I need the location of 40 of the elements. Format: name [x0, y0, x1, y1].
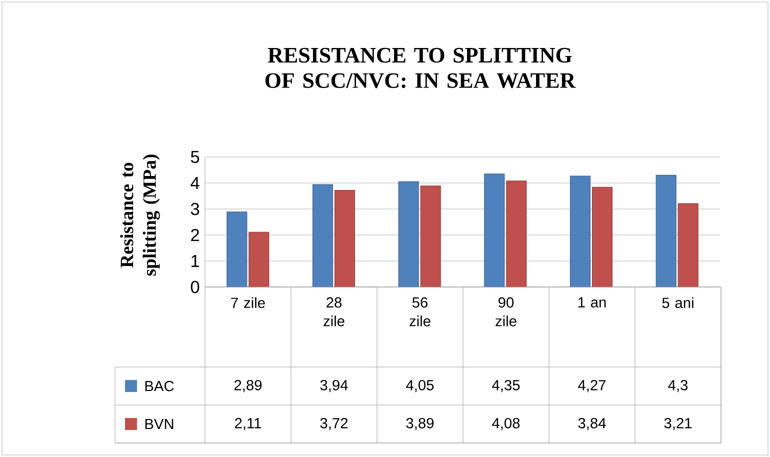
- data-label: 2,89: [234, 380, 262, 392]
- data-label: 3,89: [406, 418, 434, 430]
- legend-label: BVN: [145, 418, 174, 430]
- y-axis-title: Resistance to splitting (MPa): [120, 154, 160, 276]
- x-tick-label: 90 zile: [496, 297, 516, 326]
- bar: [484, 174, 505, 288]
- bar: [312, 184, 334, 288]
- bar: [678, 203, 698, 288]
- y-tick-label: 3: [190, 202, 200, 216]
- data-label: 3,84: [578, 418, 606, 430]
- bar: [592, 186, 613, 288]
- x-tick-label: 5 ani: [662, 297, 694, 308]
- bar: [226, 212, 248, 288]
- bar: [334, 190, 356, 288]
- y-tick-label: 0: [190, 280, 200, 294]
- y-tick-label: 4: [190, 177, 200, 189]
- chart-title: RESISTANCE TO SPLITTING OF SCC/NVC: IN SEA WATER: [265, 48, 576, 88]
- data-label: 3,94: [320, 380, 348, 392]
- y-tick-label: 5: [190, 150, 200, 164]
- x-tick-label: 28 zile: [324, 297, 344, 326]
- legend-label: BAC: [145, 380, 174, 392]
- data-label: 4,05: [406, 380, 434, 392]
- bar: [420, 186, 441, 288]
- x-tick-label: 56 zile: [410, 297, 430, 326]
- data-label: 2,11: [235, 418, 262, 430]
- y-tick-label: 1: [192, 255, 200, 267]
- bar: [506, 180, 527, 288]
- data-label: 4,35: [492, 380, 520, 392]
- bar: [398, 181, 419, 288]
- bar: [248, 232, 270, 288]
- bar: [656, 174, 676, 288]
- data-label: 3,72: [320, 418, 348, 430]
- data-label: 3,21: [664, 418, 692, 430]
- y-tick-label: 2: [191, 228, 199, 242]
- x-tick-label: 1 an: [578, 297, 606, 308]
- data-label: 4,08: [492, 418, 520, 430]
- data-label: 4,27: [578, 380, 606, 392]
- bar: [570, 176, 591, 288]
- data-label: 4,3: [668, 380, 688, 392]
- x-tick-label: 7 zile: [231, 297, 265, 308]
